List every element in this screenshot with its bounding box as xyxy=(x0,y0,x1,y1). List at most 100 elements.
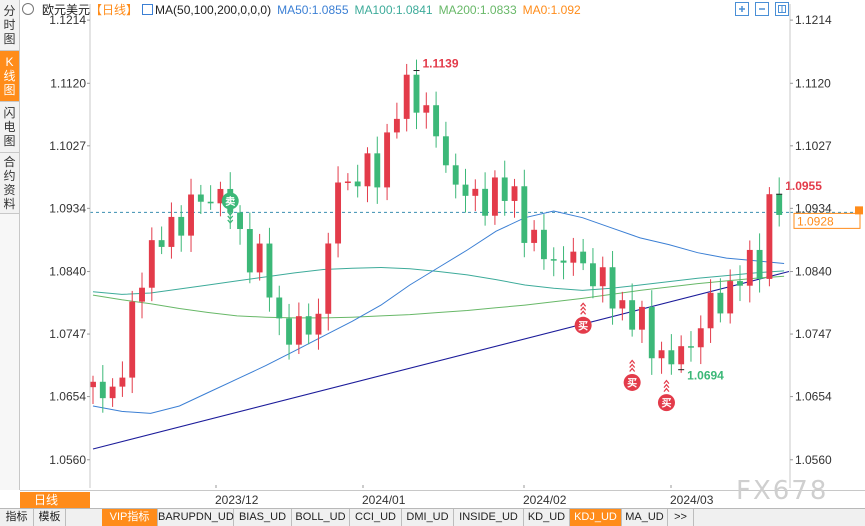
trendline xyxy=(92,270,790,450)
candle-down xyxy=(501,177,508,201)
tab-cci[interactable]: CCI_UD xyxy=(350,509,402,526)
candle-up xyxy=(766,194,773,279)
tab-tick-chart[interactable]: 闪电图 xyxy=(0,102,19,153)
tab-time-sharing-label: 分时图 xyxy=(3,4,16,46)
candle-up xyxy=(491,177,498,216)
zoom-out-icon[interactable] xyxy=(755,2,769,16)
tab-contract-info-label: 合约资料 xyxy=(3,155,16,211)
ma100-line xyxy=(92,266,785,295)
y-tick-label-left: 1.0747 xyxy=(49,327,86,341)
candle-up xyxy=(511,186,518,201)
tab-more[interactable]: >> xyxy=(668,509,694,526)
candle-up xyxy=(707,292,714,329)
candle-down xyxy=(540,229,547,260)
y-tick-label-right: 1.0934 xyxy=(795,201,832,215)
candle-down xyxy=(305,316,312,335)
candle-up xyxy=(325,243,332,314)
last-high-price-label: 1.0955 xyxy=(785,179,822,193)
period-button[interactable]: 日线 xyxy=(20,492,90,508)
signal-buy-arrow xyxy=(629,367,636,372)
current-price-label: 1.0928 xyxy=(797,214,834,228)
period-label: 【日线】 xyxy=(90,3,139,17)
tab-bias[interactable]: BIAS_UD xyxy=(234,509,292,526)
candle-down xyxy=(197,194,204,202)
low-price-label: 1.0694 xyxy=(687,369,724,383)
candle-up xyxy=(384,132,391,188)
candle-down xyxy=(266,243,273,298)
instrument-name: 欧元美元 xyxy=(42,3,91,17)
tab-contract-info[interactable]: 合约资料 xyxy=(0,153,19,214)
y-tick-label-right: 1.1120 xyxy=(795,76,831,90)
signal-buy-arrow xyxy=(629,363,636,368)
high-price-label: 1.1139 xyxy=(422,57,458,71)
candle-down xyxy=(413,74,420,113)
y-tick-label-left: 1.0560 xyxy=(49,453,86,467)
tab-barupdn[interactable]: BARUPDN_UD xyxy=(158,509,234,526)
signal-buy-arrow xyxy=(663,379,670,385)
y-tick-label-right: 1.1027 xyxy=(795,139,832,153)
tab-kline-label: K线图 xyxy=(3,55,16,97)
candle-down xyxy=(99,381,106,399)
tab-kd[interactable]: KD_UD xyxy=(524,509,570,526)
tab-indicator[interactable]: 指标 xyxy=(0,509,34,526)
y-tick-label-left: 1.0654 xyxy=(49,390,86,404)
signal-sell-arrow xyxy=(227,211,234,216)
tab-dmi[interactable]: DMI_UD xyxy=(402,509,454,526)
candle-up xyxy=(148,240,155,288)
date-label-feb: 2024/02 xyxy=(523,493,567,507)
candle-down xyxy=(717,292,724,314)
y-tick-label-right: 1.0840 xyxy=(795,265,832,279)
tab-vip-indicator[interactable]: VIP指标 xyxy=(102,509,158,526)
date-axis-bar: 日线 2023/12 2024/01 2024/02 2024/03 xyxy=(20,490,865,509)
tab-boll[interactable]: BOLL_UD xyxy=(292,509,350,526)
zoom-in-icon[interactable] xyxy=(735,2,749,16)
signal-buy-label: 买 xyxy=(627,377,637,389)
candle-up xyxy=(639,306,645,330)
candle-up xyxy=(139,287,145,302)
signal-buy-badge xyxy=(623,373,641,391)
tab-kdj[interactable]: KDJ_UD xyxy=(570,509,622,526)
tab-ma[interactable]: MA_UD xyxy=(622,509,668,526)
ma100-value: MA100:1.0841 xyxy=(354,3,433,17)
candle-down xyxy=(246,229,253,273)
y-tick-label-right: 1.0747 xyxy=(795,327,832,341)
y-tick-label-right: 1.0654 xyxy=(795,390,832,404)
y-tick-label-left: 1.1027 xyxy=(49,139,86,153)
header-gear-icon[interactable] xyxy=(22,3,34,15)
ma50-line xyxy=(92,210,785,414)
chart-header: 欧元美元【日线】 MA(50,100,200,0,0,0) MA50:1.0855 M… xyxy=(22,0,802,20)
axis-layer: 1.1214 1.1214 1.1120 1.1120 1.1027 1.1027 1.09… xyxy=(49,4,863,488)
candle-up xyxy=(403,74,410,119)
ma-formula[interactable]: MA(50,100,200,0,0,0) xyxy=(155,3,272,17)
price-marker-icon xyxy=(855,206,863,215)
candle-up xyxy=(295,316,302,345)
candle-down xyxy=(668,350,675,365)
tab-tick-chart-label: 闪电图 xyxy=(3,106,16,148)
y-tick-label-left: 1.0934 xyxy=(49,201,86,215)
ma-settings-icon[interactable] xyxy=(142,4,154,15)
layout-icon[interactable] xyxy=(775,2,789,16)
candle-down xyxy=(609,267,616,309)
signal-buy-arrow xyxy=(663,387,670,393)
tab-time-sharing[interactable]: 分时图 xyxy=(0,0,19,51)
candle-down xyxy=(374,153,381,188)
candle-up xyxy=(619,300,626,309)
y-tick-label-right: 1.0560 xyxy=(795,453,832,467)
current-price-tag xyxy=(793,212,861,229)
candle-up xyxy=(570,251,577,263)
candle-up xyxy=(168,216,175,247)
tab-inside[interactable]: INSIDE_UD xyxy=(454,509,524,526)
candle-down xyxy=(207,201,214,204)
tab-kline[interactable]: K线图 xyxy=(0,51,19,102)
date-label-dec: 2023/12 xyxy=(215,493,259,507)
ma-layer xyxy=(92,210,790,450)
candle-up xyxy=(697,328,704,348)
candle-up xyxy=(423,105,430,113)
ma0-value: MA0:1.092 xyxy=(522,3,581,17)
candle-down xyxy=(482,188,489,216)
tab-template[interactable]: 模板 xyxy=(34,509,66,526)
candle-up xyxy=(364,153,371,187)
